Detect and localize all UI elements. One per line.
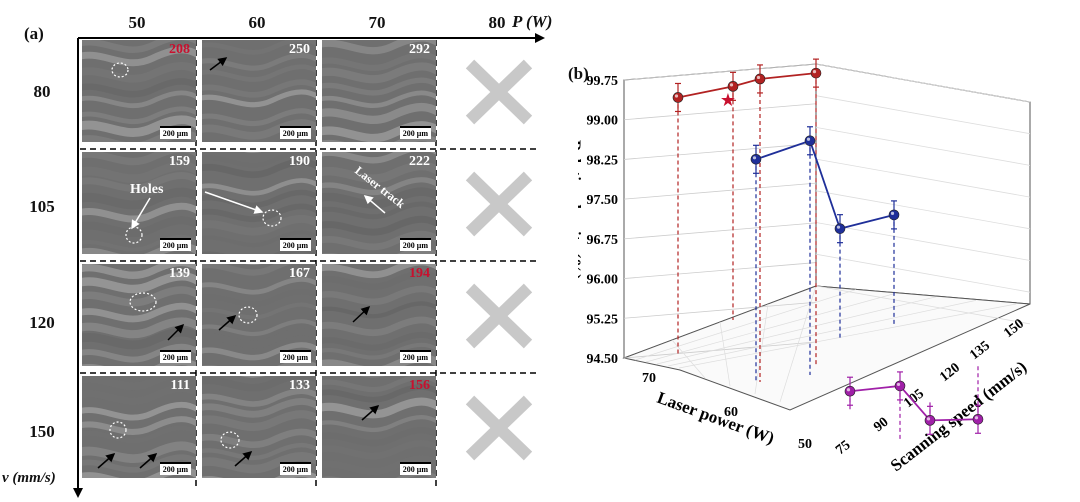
scale-bar: 200 μm [399,462,431,475]
data-point [888,209,900,221]
scale-bar: 200 μm [159,238,191,251]
svg-text:95.25: 95.25 [587,312,619,327]
data-point [834,223,846,234]
volumetric-energy-density: 250 [289,42,310,57]
scale-bar: 200 μm [279,350,311,363]
scale-bar: 200 μm [399,350,431,363]
sem-micrograph: 156 200 μm [322,376,436,478]
sem-micrograph: 292 200 μm [322,40,436,142]
panel-a-axes [73,33,545,498]
sem-micrograph: 167 200 μm [202,264,316,366]
volumetric-energy-density: 208 [169,42,190,57]
scale-bar: 200 μm [399,126,431,139]
data-point [750,154,762,165]
sem-micrograph: 250 200 μm [202,40,316,142]
speed-row-header: 120 [29,313,55,332]
sem-micrograph: 194 200 μm [322,264,436,366]
speed-row-header: 150 [29,422,55,441]
svg-text:50: 50 [798,437,812,452]
svg-text:60: 60 [724,405,738,420]
power-col-header: 50 [128,13,146,32]
volumetric-energy-density: 167 [289,266,310,281]
power-col-header: 70 [368,13,386,32]
data-point [754,73,766,85]
data-point [672,92,684,103]
svg-text:150: 150 [1001,316,1027,341]
panel-a-label: (a) [24,24,44,43]
y-axis-label: v (mm/s) [2,470,56,486]
sem-micrograph: 133 200 μm [202,376,316,478]
svg-text:99.75: 99.75 [587,74,619,89]
data-point [810,67,822,79]
svg-text:98.25: 98.25 [587,153,619,168]
density-3d-chart: 99.75 99.00 98.25 97.50 96.75 96.00 95.25 94.50… [578,58,1031,475]
sem-micrograph: 190 200 μm [202,152,316,254]
panel-b-label: (b) [568,64,589,83]
volumetric-energy-density: 159 [169,154,190,169]
svg-text:135: 135 [967,338,993,363]
svg-text:90: 90 [871,415,891,435]
svg-text:120: 120 [937,360,963,385]
sem-micrograph: 159 200 μm [82,152,196,254]
data-point [804,135,816,147]
sem-micrograph: 139 200 μm [82,264,196,366]
data-point [972,413,984,425]
data-point [844,385,856,397]
svg-text:70: 70 [642,371,656,386]
volumetric-energy-density: 111 [170,378,190,393]
x-axis-label: P (W) [512,12,553,31]
infeasible-cross-icon [465,171,533,237]
speed-row-header: 105 [29,197,55,216]
scale-bar: 200 μm [159,462,191,475]
svg-text:75: 75 [833,438,853,458]
best-point-star-icon: ★ [720,90,736,110]
svg-text:96.00: 96.00 [587,273,619,288]
infeasible-cross-icon [465,59,533,125]
volumetric-energy-density: 292 [409,42,430,57]
scale-bar: 200 μm [159,350,191,363]
sem-micrograph: 111 200 μm [82,376,196,478]
volumetric-energy-density: 139 [169,266,190,281]
svg-text:96.75: 96.75 [587,233,619,248]
scale-bar: 200 μm [279,462,311,475]
infeasible-cross-icon [465,395,533,461]
volumetric-energy-density: 156 [409,378,430,393]
svg-text:97.50: 97.50 [587,193,619,208]
svg-text:105: 105 [901,386,927,411]
volumetric-energy-density: 194 [409,266,430,281]
scale-bar: 200 μm [399,238,431,251]
holes-annotation: Holes [130,182,164,197]
scale-bar: 200 μm [159,126,191,139]
power-col-header: 60 [248,13,266,32]
volumetric-energy-density: 222 [409,154,430,169]
infeasible-cross-icon [465,283,533,349]
speed-row-header: 80 [33,82,51,101]
data-point [894,380,906,392]
sem-micrograph: 222 200 μm [322,152,436,254]
scale-bar: 200 μm [279,238,311,251]
volumetric-energy-density: 133 [289,378,310,393]
data-point [924,415,936,426]
svg-text:94.50: 94.50 [587,352,619,367]
svg-text:Relative density (%): Relative density (%) [578,140,583,280]
volumetric-energy-density: 190 [289,154,310,169]
power-col-header: 80 [488,13,506,32]
svg-text:99.00: 99.00 [587,114,619,129]
sem-micrograph: 208 200 μm [82,40,196,142]
scale-bar: 200 μm [279,126,311,139]
